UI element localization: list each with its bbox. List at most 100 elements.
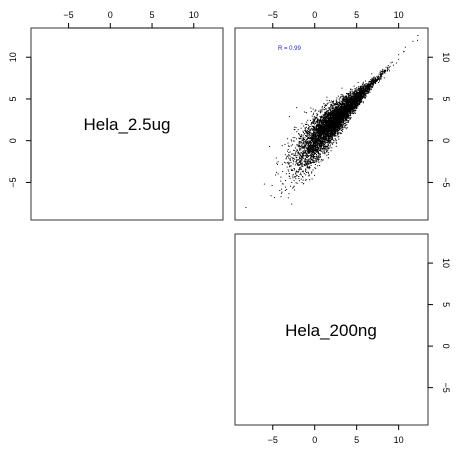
- scatter-point: [297, 154, 299, 156]
- scatter-point: [276, 171, 278, 173]
- scatter-point: [323, 113, 325, 115]
- scatter-point: [347, 94, 349, 96]
- scatter-point: [300, 166, 302, 168]
- scatter-point: [323, 152, 325, 154]
- scatter-point: [311, 155, 313, 157]
- scatter-point: [331, 102, 333, 104]
- scatter-point: [321, 111, 323, 113]
- scatter-point: [354, 108, 356, 110]
- scatter-point: [365, 83, 367, 85]
- scatter-point: [336, 124, 338, 126]
- scatter-point: [304, 150, 306, 152]
- scatter-point: [346, 111, 348, 113]
- scatter-point: [325, 138, 327, 140]
- scatter-point: [287, 163, 289, 165]
- scatter-point: [369, 87, 371, 89]
- scatter-point: [331, 147, 333, 149]
- scatter-point: [329, 136, 331, 138]
- scatter-point: [312, 169, 314, 171]
- scatter-point: [346, 102, 348, 104]
- scatter-point: [295, 160, 297, 162]
- scatter-point: [334, 128, 336, 130]
- scatter-point: [345, 109, 347, 111]
- scatter-point: [324, 143, 326, 145]
- scatter-point: [342, 95, 344, 97]
- scatter-point: [362, 89, 364, 91]
- scatter-point: [331, 114, 333, 116]
- scatter-point: [313, 131, 315, 133]
- scatter-point: [330, 134, 332, 136]
- scatter-point: [330, 116, 332, 118]
- scatter-point: [325, 125, 327, 127]
- scatter-point: [303, 164, 305, 166]
- scatter-point: [294, 158, 296, 160]
- scatter-point: [326, 121, 328, 123]
- scatter-point: [353, 91, 355, 93]
- scatter-point: [332, 101, 334, 103]
- scatter-point: [314, 167, 316, 169]
- scatter-point: [319, 130, 321, 132]
- scatter-point: [324, 117, 326, 119]
- scatter-point: [323, 144, 325, 146]
- scatter-point: [309, 129, 311, 131]
- scatter-point: [341, 100, 343, 102]
- scatter-point: [320, 148, 322, 150]
- scatter-point: [356, 93, 358, 95]
- scatter-point: [298, 177, 300, 179]
- scatter-point: [369, 90, 371, 92]
- scatter-point: [359, 91, 360, 93]
- scatter-point: [360, 92, 362, 94]
- scatter-point: [347, 98, 349, 100]
- scatter-point: [316, 151, 318, 153]
- scatter-point: [293, 149, 295, 151]
- scatter-point: [314, 156, 316, 158]
- scatter-point: [357, 90, 359, 92]
- scatter-point: [287, 148, 289, 150]
- scatter-point: [311, 161, 313, 163]
- scatter-point: [324, 113, 326, 115]
- scatter-point: [366, 90, 368, 92]
- scatter-point: [347, 106, 349, 108]
- scatter-point: [307, 147, 309, 149]
- scatter-point: [364, 80, 366, 82]
- scatter-point: [302, 165, 304, 167]
- scatter-point: [329, 129, 331, 131]
- scatter-point: [311, 141, 313, 143]
- scatter-point: [304, 146, 306, 148]
- scatter-point: [326, 124, 328, 126]
- scatter-point: [319, 142, 321, 144]
- scatter-point: [288, 145, 290, 147]
- scatter-point: [332, 101, 334, 103]
- scatter-point: [345, 116, 347, 118]
- scatter-point: [326, 132, 328, 133]
- scatter-point: [322, 118, 324, 120]
- scatter-point: [327, 127, 329, 129]
- scatter-point: [296, 145, 298, 147]
- scatter-point: [316, 112, 318, 114]
- scatter-point: [322, 116, 324, 118]
- scatter-point: [349, 93, 351, 95]
- scatter-point: [290, 168, 292, 170]
- scatter-point: [301, 135, 303, 137]
- scatter-point: [293, 161, 295, 163]
- scatter-point: [361, 95, 363, 97]
- scatter-point: [298, 152, 300, 154]
- scatter-point: [316, 138, 318, 140]
- scatter-point: [319, 156, 321, 158]
- scatter-point: [331, 105, 333, 107]
- scatter-point: [326, 99, 328, 101]
- scatter-point: [316, 114, 318, 116]
- scatter-point: [320, 134, 322, 136]
- scatter-point: [331, 114, 333, 116]
- scatter-point: [334, 123, 336, 125]
- scatter-point: [342, 109, 344, 111]
- scatter-point: [342, 126, 344, 128]
- scatter-point: [330, 137, 332, 139]
- scatter-point: [319, 129, 321, 131]
- scatter-point: [308, 131, 310, 132]
- scatter-point: [323, 124, 325, 126]
- scatter-point: [334, 133, 336, 135]
- scatter-point: [371, 85, 373, 87]
- scatter-point: [346, 110, 348, 112]
- scatter-point: [319, 109, 321, 111]
